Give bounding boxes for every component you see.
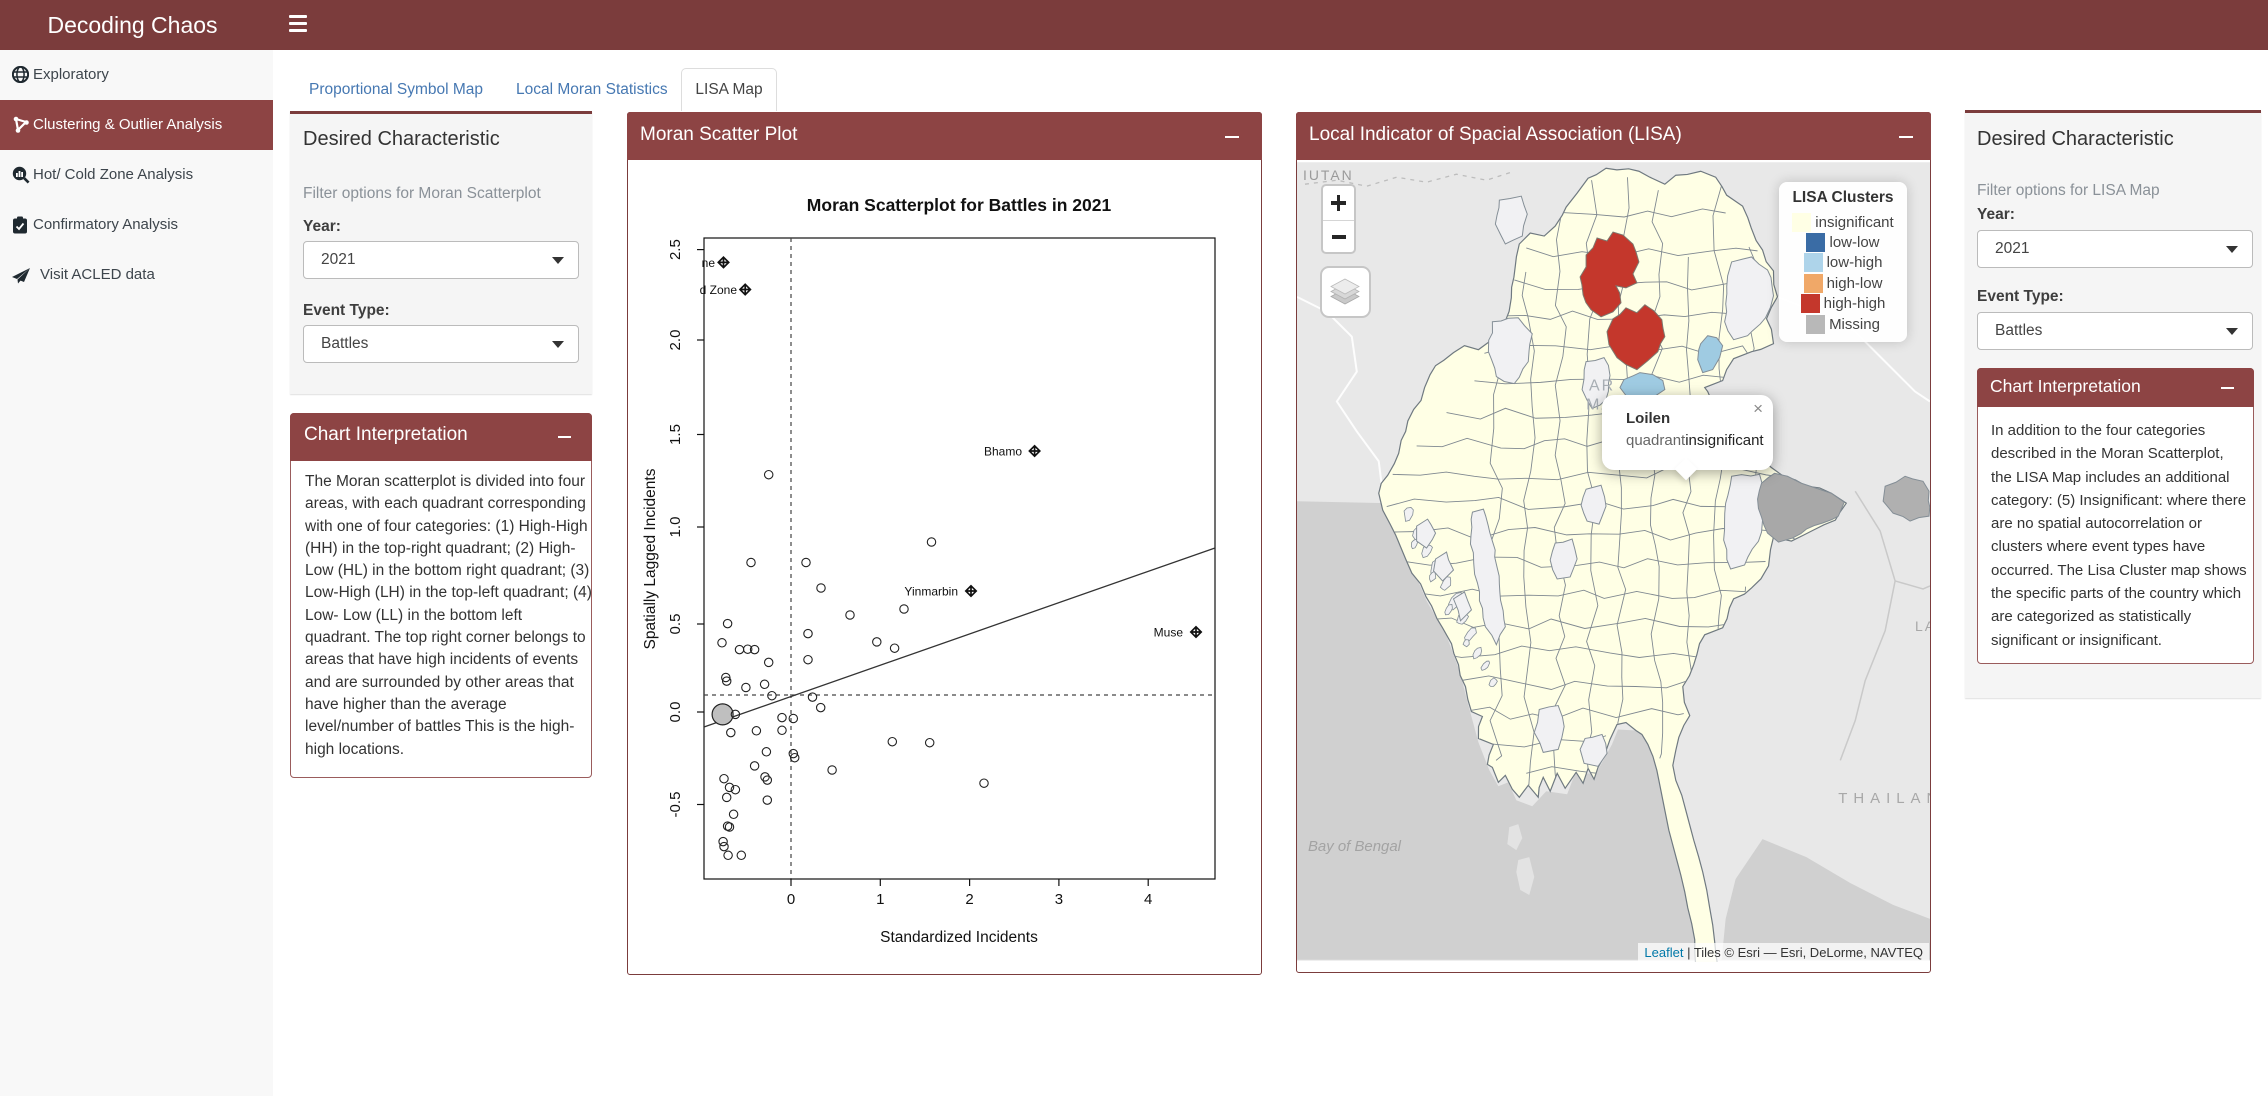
svg-text:1.0: 1.0 — [667, 517, 684, 538]
svg-text:Muse: Muse — [1154, 626, 1184, 640]
svg-text:4: 4 — [1144, 891, 1152, 908]
svg-text:Moran Scatterplot for Battles: Moran Scatterplot for Battles in 2021 — [807, 195, 1112, 215]
svg-text:Spatially Lagged Incidents: Spatially Lagged Incidents — [642, 468, 659, 649]
svg-text:LA: LA — [1915, 618, 1930, 634]
svg-text:2.5: 2.5 — [667, 239, 684, 260]
svg-text:Bhamo: Bhamo — [984, 445, 1022, 459]
svg-text:ne: ne — [702, 256, 716, 270]
svg-text:Bay of Bengal: Bay of Bengal — [1308, 838, 1402, 855]
svg-text:1.5: 1.5 — [667, 424, 684, 445]
svg-text:1: 1 — [876, 891, 884, 908]
svg-text:-0.5: -0.5 — [667, 792, 684, 818]
svg-text:d Zone: d Zone — [700, 283, 738, 297]
svg-text:IUTAN: IUTAN — [1303, 167, 1354, 183]
svg-text:Yinmarbin: Yinmarbin — [904, 585, 958, 599]
svg-text:AR: AR — [1589, 378, 1615, 395]
svg-text:2: 2 — [965, 891, 973, 908]
svg-text:0.5: 0.5 — [667, 614, 684, 635]
svg-text:THAILAND: THAILAND — [1838, 790, 1930, 807]
svg-text:0.0: 0.0 — [667, 702, 684, 723]
svg-text:2.0: 2.0 — [667, 330, 684, 351]
svg-text:0: 0 — [787, 891, 795, 908]
svg-text:Standardized Incidents: Standardized Incidents — [880, 929, 1038, 946]
svg-text:3: 3 — [1055, 891, 1063, 908]
